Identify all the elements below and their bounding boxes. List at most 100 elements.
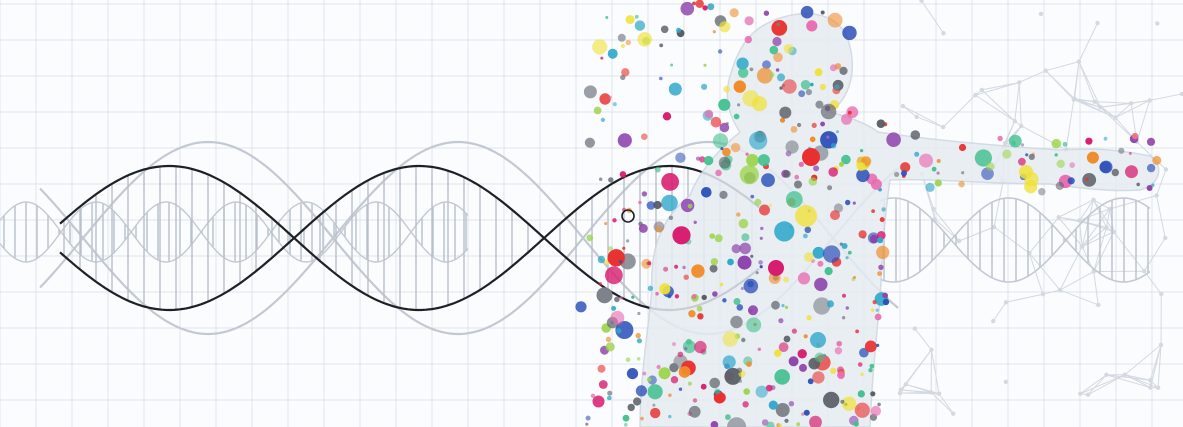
mesh-link xyxy=(1045,70,1075,100)
particle xyxy=(733,113,740,120)
particle xyxy=(607,249,625,267)
particle xyxy=(742,401,749,408)
particle xyxy=(815,100,824,109)
mesh-node xyxy=(1147,98,1152,103)
particle xyxy=(625,39,631,46)
particle xyxy=(822,245,841,263)
ring-particle xyxy=(621,209,635,223)
particle xyxy=(712,291,718,297)
particle xyxy=(615,321,634,339)
particle xyxy=(779,86,783,90)
yellow-particle xyxy=(795,205,817,227)
particle xyxy=(616,328,622,334)
particle xyxy=(836,130,839,134)
mesh-link xyxy=(981,81,1020,91)
particle xyxy=(740,287,744,290)
mesh-link xyxy=(992,301,1007,322)
particle xyxy=(668,414,672,419)
mesh-node xyxy=(1113,115,1118,120)
particle xyxy=(692,1,696,6)
particle xyxy=(800,80,811,90)
particle xyxy=(830,143,837,149)
small-helix-strand-b xyxy=(0,201,469,263)
particle xyxy=(653,200,662,210)
particle xyxy=(695,0,704,8)
particle xyxy=(600,117,606,122)
particle xyxy=(757,347,761,351)
particle xyxy=(746,317,762,333)
particle xyxy=(841,243,848,249)
particle xyxy=(1038,188,1046,196)
mesh-link xyxy=(930,392,954,415)
particle xyxy=(701,83,708,90)
mesh-link xyxy=(1115,99,1150,119)
network-mesh xyxy=(897,0,1183,416)
mesh-link xyxy=(958,226,995,242)
particle xyxy=(592,39,608,55)
particle xyxy=(874,313,882,321)
particle xyxy=(870,308,875,312)
particle xyxy=(1086,151,1099,164)
particle xyxy=(612,102,617,107)
particle xyxy=(1085,177,1089,181)
mesh-link xyxy=(1065,99,1075,150)
mesh-node xyxy=(929,347,934,352)
particle xyxy=(783,276,790,283)
particle xyxy=(634,20,646,31)
particle xyxy=(647,384,663,400)
mesh-node xyxy=(1098,105,1103,110)
particle xyxy=(719,122,730,133)
particle xyxy=(737,255,752,270)
yellow-particle xyxy=(1019,165,1033,179)
mesh-node xyxy=(973,92,978,98)
particle xyxy=(608,95,612,99)
particle xyxy=(596,287,613,304)
mesh-link xyxy=(934,218,960,242)
particle xyxy=(1146,185,1153,191)
mesh-node xyxy=(1003,300,1009,305)
particle xyxy=(1136,182,1140,187)
mesh-link xyxy=(1079,208,1110,221)
mesh-node xyxy=(1079,244,1085,249)
particle xyxy=(625,239,630,243)
particle xyxy=(826,300,835,308)
mesh-link xyxy=(1028,252,1061,291)
particle xyxy=(619,296,623,300)
particle xyxy=(813,165,820,172)
particle xyxy=(610,310,625,325)
particle xyxy=(766,421,775,427)
mesh-link xyxy=(1094,101,1132,104)
particle xyxy=(730,315,743,329)
particle xyxy=(749,67,754,72)
particle xyxy=(605,16,609,19)
mesh-node xyxy=(1148,378,1153,383)
particle xyxy=(668,215,674,220)
particle xyxy=(680,1,695,16)
mesh-node xyxy=(1158,342,1164,347)
particle xyxy=(719,21,731,33)
particle xyxy=(738,67,749,79)
particle xyxy=(783,170,791,178)
mesh-node xyxy=(1159,291,1164,297)
particle xyxy=(778,318,784,324)
particle xyxy=(1151,183,1155,187)
mesh-link xyxy=(1093,199,1110,210)
particle xyxy=(754,198,762,206)
particle xyxy=(852,201,856,205)
particle xyxy=(736,57,749,70)
particle xyxy=(1067,177,1075,185)
particle xyxy=(677,351,684,358)
particle xyxy=(919,153,933,168)
particle xyxy=(605,336,612,343)
particle xyxy=(788,356,799,367)
particle xyxy=(886,132,901,147)
particle xyxy=(803,334,808,339)
mesh-node xyxy=(1095,20,1100,26)
particle xyxy=(642,371,647,376)
mesh-node xyxy=(912,326,918,331)
particle xyxy=(575,301,587,313)
particle xyxy=(958,180,965,188)
particle xyxy=(692,398,698,403)
particle xyxy=(808,177,818,186)
particle xyxy=(722,331,738,347)
